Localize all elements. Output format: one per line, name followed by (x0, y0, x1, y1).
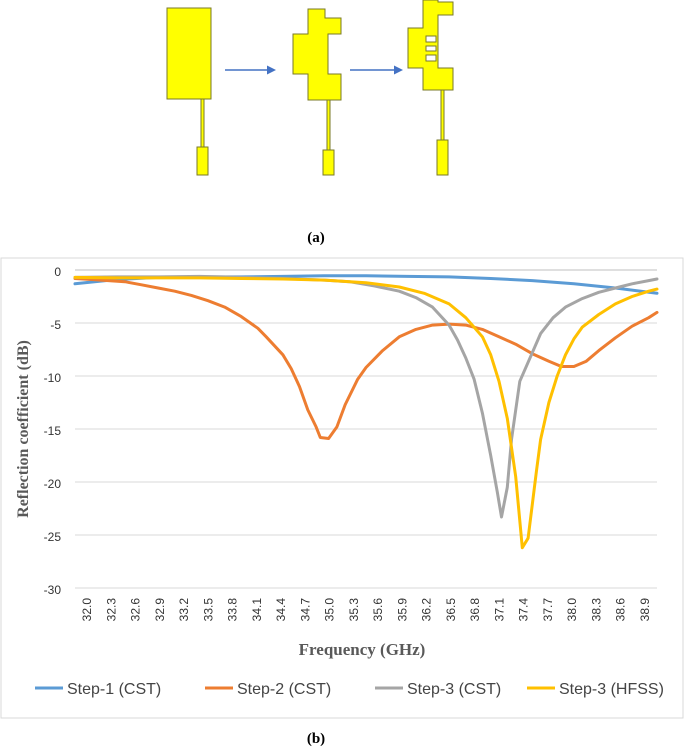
y-tick-label: -15 (44, 424, 62, 438)
chart-frame (0, 257, 684, 719)
antenna-step-3-port (436, 139, 449, 176)
antenna-step-2-patch (292, 8, 342, 101)
series-line-step-3-hfss (73, 275, 659, 550)
arrow-1 (225, 65, 276, 75)
caption-b: (b) (306, 731, 326, 747)
antenna-step-3-patch (407, 0, 454, 91)
x-tick-label: 37.1 (492, 598, 506, 622)
y-axis-title: Reflection coefficient (dB) (15, 340, 32, 518)
y-tick-label: -10 (44, 371, 62, 385)
x-tick-label: 35.3 (347, 598, 361, 622)
antenna-evolution-diagram (166, 0, 454, 176)
x-axis-title: Frequency (GHz) (299, 640, 426, 659)
x-tick-label: 37.4 (517, 598, 531, 622)
antenna-step-1 (166, 7, 212, 176)
antenna-step-2-port (322, 149, 335, 176)
chart-legend: Step-1 (CST) Step-2 (CST) Step-3 (CST) Step… (35, 681, 664, 698)
x-tick-label: 38.3 (589, 598, 603, 622)
x-tick-label: 33.5 (201, 598, 215, 622)
antenna-step-3-slot-lower (425, 54, 437, 62)
antenna-step-3-slot-upper (425, 35, 437, 43)
x-tick-label: 38.6 (614, 598, 628, 622)
antenna-step-2 (292, 8, 342, 176)
x-tick-label: 37.7 (541, 598, 555, 622)
x-tick-label: 34.7 (298, 598, 312, 622)
x-tick-label: 35.9 (395, 598, 409, 622)
x-axis-ticks: 32.0 32.3 32.6 32.9 33.2 33.5 33.8 34.1 34.4 34.7… (80, 598, 652, 622)
x-tick-label: 32.0 (80, 598, 94, 622)
chart-gridlines (75, 269, 657, 589)
x-tick-label: 32.9 (153, 598, 167, 622)
antenna-step-2-feed-line (326, 99, 331, 151)
x-tick-label: 33.2 (177, 598, 191, 622)
x-tick-label: 38.0 (565, 598, 579, 622)
x-tick-label: 38.9 (638, 598, 652, 622)
legend-label: Step-2 (CST) (237, 681, 331, 698)
y-tick-label: 0 (54, 265, 61, 279)
antenna-step-1-feed-line (200, 98, 205, 148)
antenna-step-1-port (196, 146, 209, 176)
x-tick-label: 32.3 (104, 598, 118, 622)
antenna-step-1-patch (166, 7, 212, 100)
antenna-step-3-slot-middle (425, 45, 437, 52)
x-tick-label: 35.6 (371, 598, 385, 622)
x-tick-label: 34.1 (250, 598, 264, 622)
x-tick-label: 36.8 (468, 598, 482, 622)
y-tick-label: -20 (44, 477, 62, 491)
y-tick-label: -30 (44, 583, 62, 597)
y-axis-ticks: 0 -5 -10 -15 -20 -25 -30 (44, 265, 62, 597)
x-tick-label: 36.5 (444, 598, 458, 622)
legend-label: Step-3 (HFSS) (559, 681, 664, 698)
antenna-step-3 (407, 0, 454, 176)
legend-label: Step-1 (CST) (67, 681, 161, 698)
x-tick-label: 34.4 (274, 598, 288, 622)
y-tick-label: -5 (50, 318, 61, 332)
x-tick-label: 32.6 (129, 598, 143, 622)
x-tick-label: 36.2 (420, 598, 434, 622)
caption-a: (a) (307, 230, 325, 246)
legend-label: Step-3 (CST) (407, 681, 501, 698)
chart-series (73, 274, 659, 550)
arrow-2 (350, 65, 403, 75)
x-tick-label: 33.8 (226, 598, 240, 622)
antenna-step-3-feed-line (440, 89, 445, 141)
y-tick-label: -25 (44, 530, 62, 544)
x-tick-label: 35.0 (323, 598, 337, 622)
